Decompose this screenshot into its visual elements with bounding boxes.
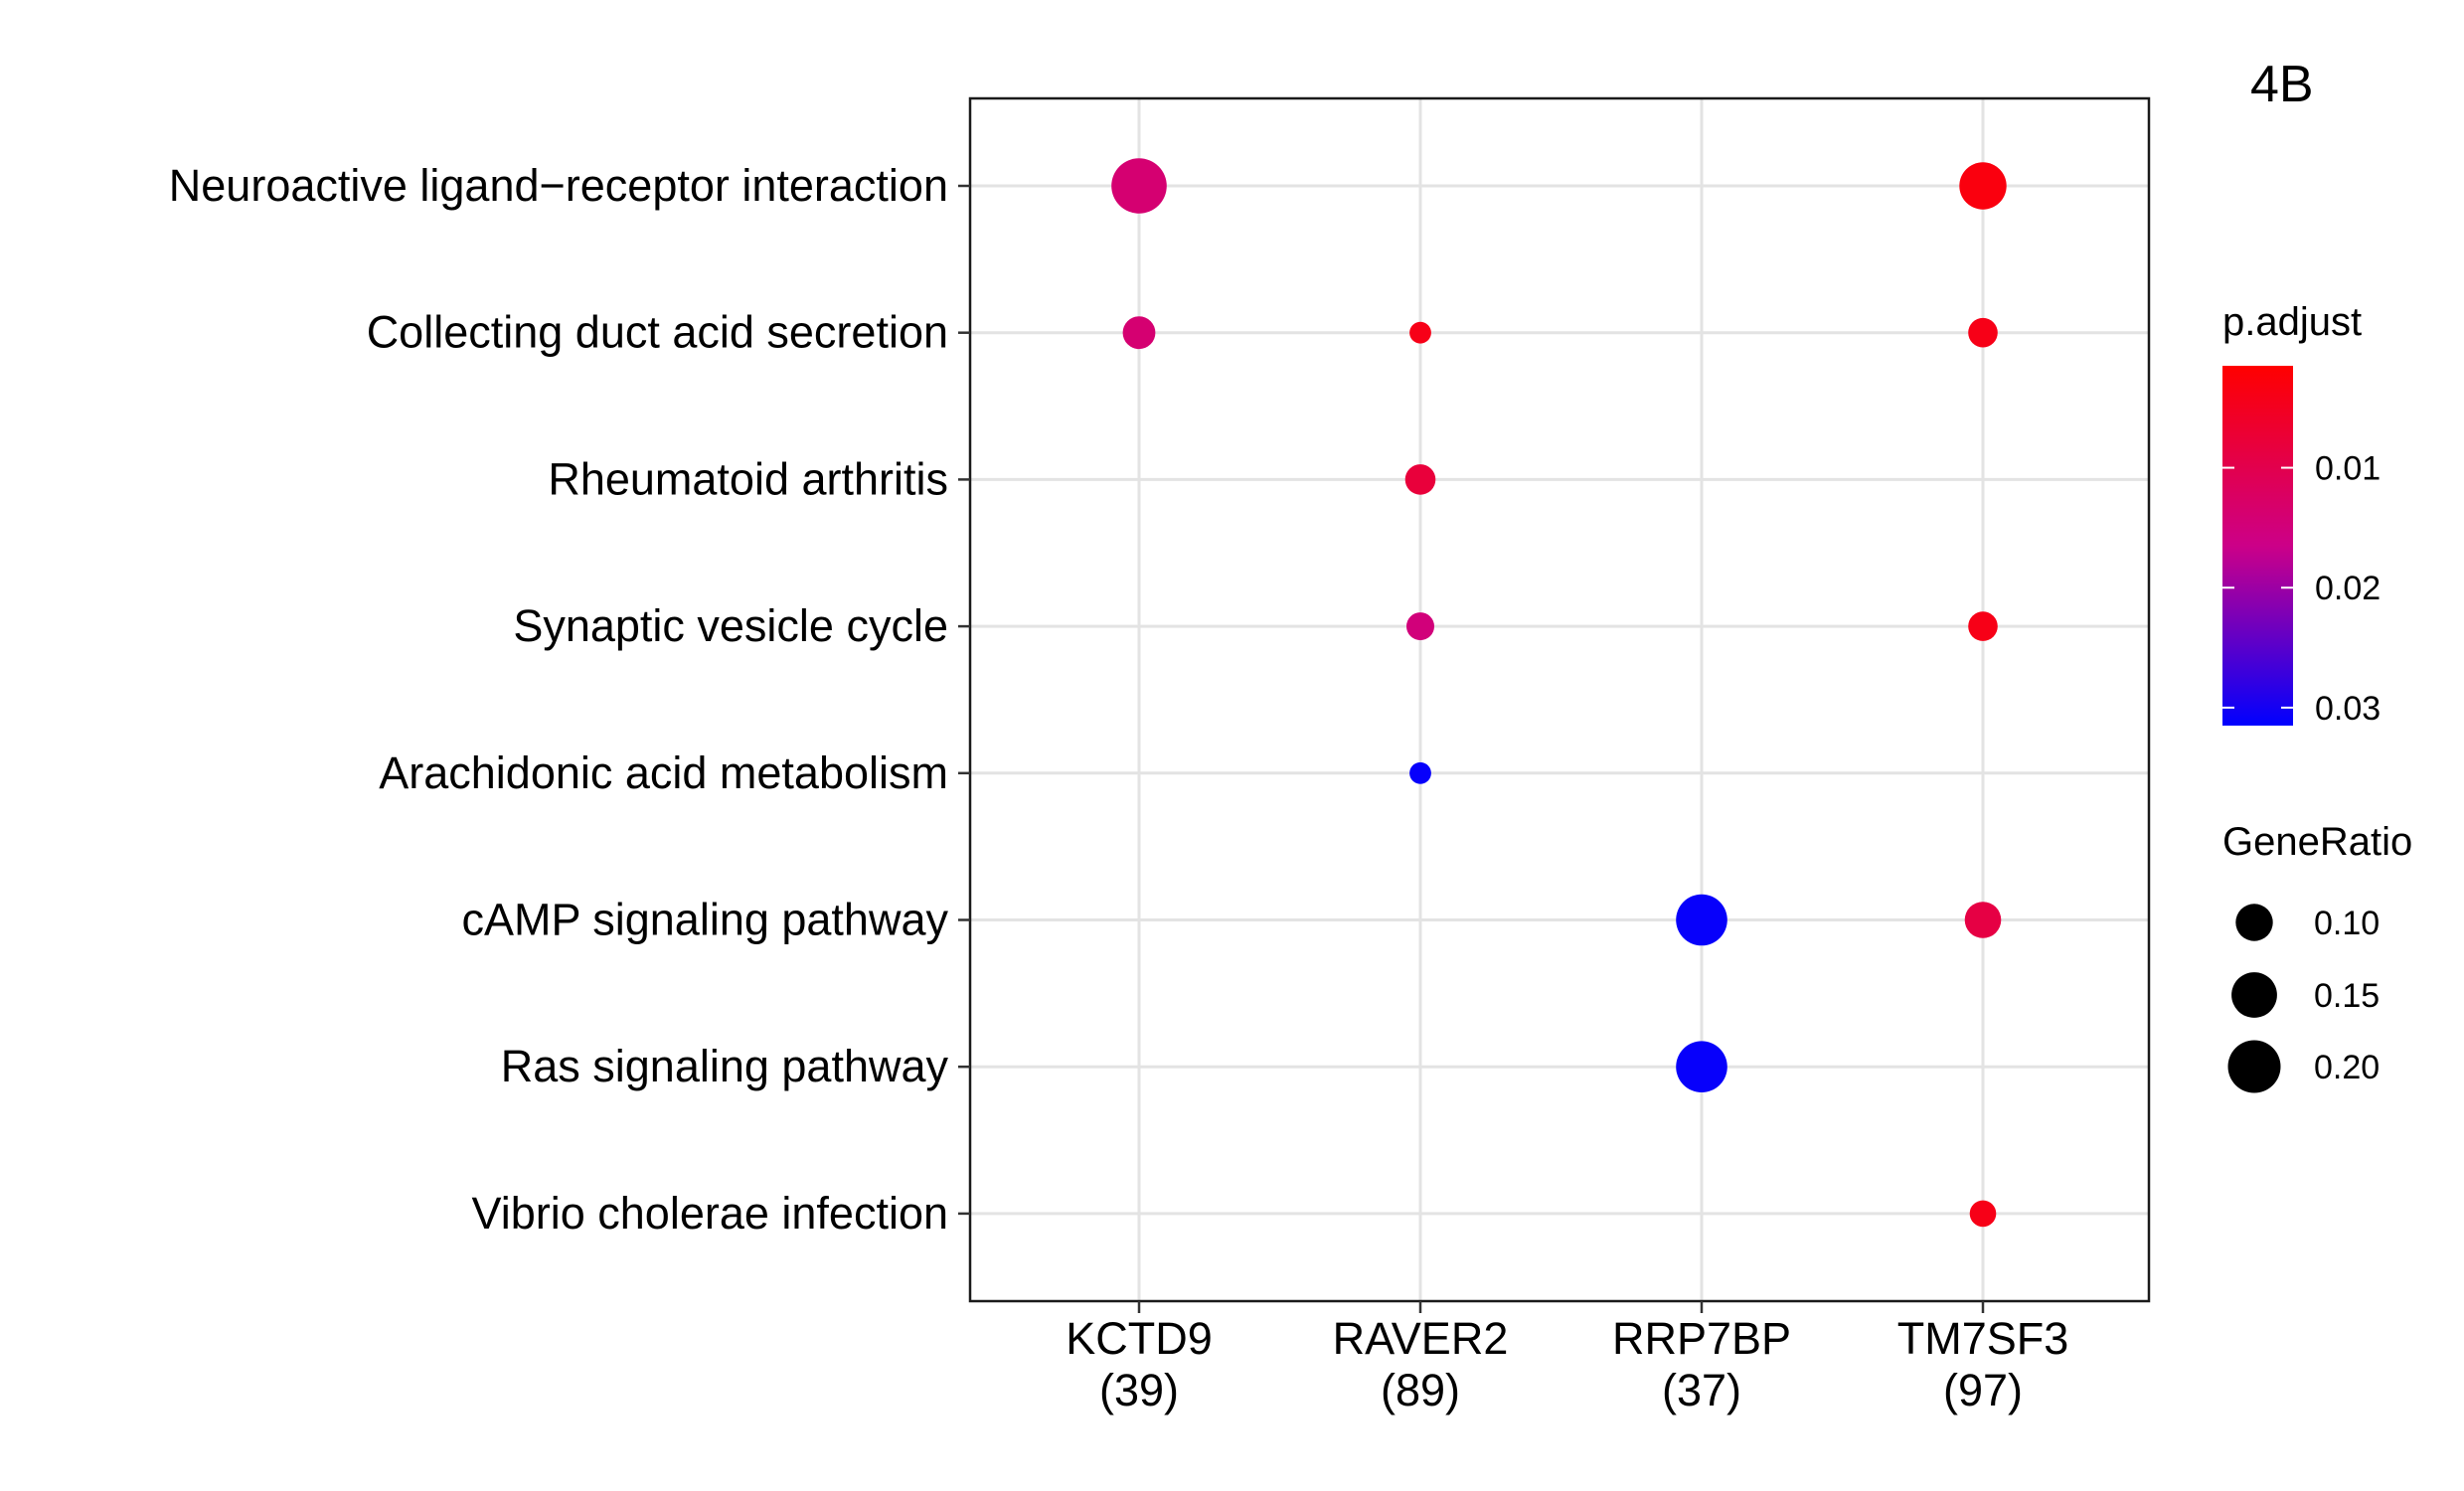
x-tick-label: TM7SF3 <box>1897 1313 2069 1364</box>
size-legend-dot <box>2235 904 2273 941</box>
data-point <box>1404 464 1436 495</box>
data-point <box>1409 321 1431 344</box>
x-tick-label: RAVER2 <box>1333 1313 1509 1364</box>
color-legend-ticks: 0.01 0.02 0.03 <box>2222 450 2381 728</box>
data-point <box>1111 158 1167 214</box>
x-axis: KCTD9(39) RAVER2(89) RRP7BP(37) TM7SF3(97) <box>1066 1301 2068 1415</box>
size-legend-label: 0.15 <box>2314 977 2380 1015</box>
data-point <box>1409 761 1431 784</box>
size-legend-label: 0.20 <box>2314 1049 2380 1086</box>
x-tick-label: KCTD9 <box>1066 1313 1213 1364</box>
color-legend-label: 0.02 <box>2315 570 2381 607</box>
size-legend-label: 0.10 <box>2314 905 2380 942</box>
y-tick-label: Rheumatoid arthritis <box>548 453 948 504</box>
data-point <box>1676 894 1727 946</box>
data-point <box>1959 162 2007 210</box>
size-legend: GeneRatio 0.10 0.15 0.20 <box>2222 820 2412 1093</box>
color-legend: p.adjust 0.01 0.02 0.03 <box>2222 300 2381 728</box>
x-tick-label: RRP7BP <box>1612 1313 1791 1364</box>
data-point <box>1968 611 1998 641</box>
gridlines <box>970 98 2149 1301</box>
data-point <box>1406 612 1434 641</box>
y-tick-label: Synaptic vesicle cycle <box>513 600 948 651</box>
plot-area <box>968 96 2151 1303</box>
size-legend-items: 0.10 0.15 0.20 <box>2227 904 2380 1093</box>
plot-background <box>970 98 2149 1301</box>
plot-border <box>968 96 2151 1303</box>
data-point <box>1964 902 2002 938</box>
panel-label: 4B <box>2250 56 2314 113</box>
data-point <box>1122 316 1156 350</box>
y-tick-label: cAMP signaling pathway <box>462 895 949 945</box>
x-tick-count: (39) <box>1099 1365 1179 1415</box>
x-tick-count: (97) <box>1943 1365 2023 1415</box>
y-tick-label: Ras signaling pathway <box>501 1041 949 1091</box>
color-legend-title: p.adjust <box>2222 300 2362 344</box>
data-point <box>1968 317 1998 348</box>
size-legend-dot <box>2227 1040 2281 1093</box>
size-legend-title: GeneRatio <box>2222 820 2412 864</box>
data-point <box>1969 1200 1997 1228</box>
y-tick-label: Arachidonic acid metabolism <box>379 747 948 798</box>
x-tick-count: (89) <box>1381 1365 1460 1415</box>
x-tick-count: (37) <box>1662 1365 1741 1415</box>
y-tick-label: Neuroactive ligand−receptor interaction <box>169 160 948 211</box>
data-point <box>1676 1041 1727 1092</box>
color-legend-bar <box>2222 366 2293 726</box>
y-tick-label: Vibrio cholerae infection <box>472 1188 948 1239</box>
size-legend-dot <box>2231 972 2277 1018</box>
color-legend-label: 0.01 <box>2315 450 2381 488</box>
y-tick-label: Collecting duct acid secretion <box>367 307 948 358</box>
y-axis: Neuroactive ligand−receptor interaction C… <box>169 160 970 1239</box>
color-legend-label: 0.03 <box>2315 690 2381 728</box>
points <box>1111 158 2007 1228</box>
